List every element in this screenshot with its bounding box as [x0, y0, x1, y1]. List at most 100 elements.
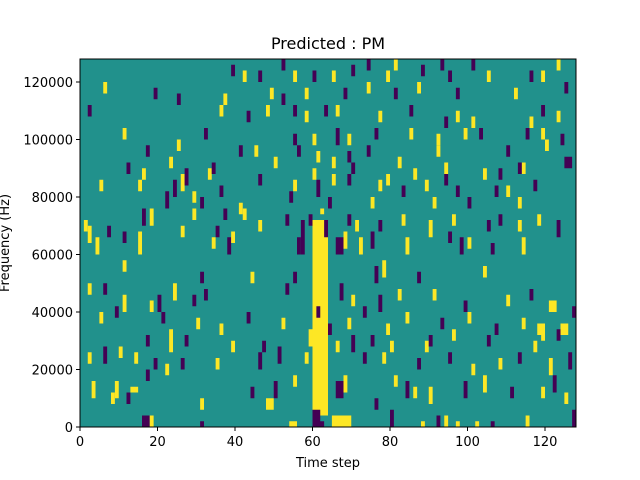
y-tick-label: 80000	[32, 191, 73, 206]
heatmap-cell-high	[118, 346, 123, 358]
heatmap-cell-low	[258, 174, 263, 186]
heatmap-cell-low	[417, 358, 422, 370]
heatmap-cell-high	[312, 168, 317, 180]
heatmap-cell-low	[153, 87, 158, 100]
heatmap-cell-high	[386, 323, 391, 335]
heatmap-cell-low	[374, 266, 379, 284]
heatmap-cell-low	[145, 145, 150, 157]
heatmap-cell-high	[455, 421, 460, 427]
heatmap-cell-high	[308, 329, 313, 347]
heatmap-cell-high	[421, 421, 425, 427]
heatmap-cell-high	[99, 312, 104, 324]
heatmap-cell-high	[312, 133, 317, 146]
heatmap-cell-low	[564, 82, 569, 94]
heatmap-cell-high	[506, 294, 511, 307]
heatmap-cell-low	[273, 381, 278, 399]
heatmap-cell-high	[533, 340, 538, 353]
heatmap-cell-high	[196, 317, 201, 330]
y-tick-label: 120000	[23, 76, 73, 91]
heatmap-cell-low	[362, 352, 367, 364]
heatmap-cell-low	[351, 64, 356, 77]
heatmap-cell-high	[114, 381, 119, 399]
heatmap-cell-high	[483, 168, 487, 180]
heatmap-cell-high	[130, 386, 139, 393]
x-axis: 0 20 40 60 80 100 120	[76, 427, 557, 450]
heatmap-cell-low	[494, 323, 499, 335]
heatmap-cell-low	[142, 415, 150, 427]
heatmap-cell-low	[517, 352, 522, 364]
heatmap-cell-high	[517, 197, 522, 209]
heatmap-cell-low	[335, 128, 340, 146]
heatmap-cell-high	[428, 220, 433, 238]
heatmap-cell-low	[533, 179, 538, 192]
y-axis: 0 20000 40000 60000 80000 100000 120000	[23, 76, 80, 436]
heatmap-cell-high	[393, 375, 398, 387]
heatmap-cell-high	[304, 352, 309, 364]
heatmap-cell-high	[149, 300, 154, 312]
heatmap-cell-high	[541, 128, 546, 140]
heatmap-cell-high	[331, 415, 352, 427]
heatmap-cell-low	[409, 105, 414, 117]
heatmap-cell-low	[122, 231, 127, 243]
x-axis-label: Time step	[295, 456, 360, 471]
heatmap-cell-low	[347, 174, 352, 186]
heatmap-cell-high	[432, 197, 437, 209]
heatmap-cell-low	[231, 64, 236, 77]
heatmap-cell-high	[370, 197, 375, 209]
heatmap-cell-low	[486, 220, 491, 232]
heatmap-cell-high	[382, 260, 387, 278]
heatmap-cell-high	[432, 289, 437, 301]
heatmap-cell-low	[184, 335, 189, 347]
heatmap-cell-high	[103, 82, 108, 94]
y-axis-label: Frequency (Hz)	[0, 194, 13, 292]
heatmap-cell-high	[556, 59, 561, 71]
heatmap-cell-low	[529, 289, 534, 301]
heatmap-cell-high	[386, 70, 391, 82]
heatmap-cell-low	[204, 128, 208, 140]
heatmap-cell-low	[347, 214, 352, 226]
heatmap-cell-high	[180, 174, 185, 192]
heatmap-cell-low	[281, 59, 286, 71]
heatmap-cell-low	[297, 145, 301, 157]
heatmap-cell-low	[490, 421, 495, 427]
heatmap-cell-low	[436, 415, 441, 427]
heatmap-cell-high	[467, 312, 472, 324]
heatmap-cell-high	[397, 289, 402, 301]
heatmap-cell-high	[289, 421, 297, 427]
heatmap-cell-high	[521, 237, 526, 255]
heatmap-cell-high	[548, 300, 557, 312]
heatmap-cell-high	[122, 294, 127, 312]
heatmap-cell-low	[285, 214, 290, 226]
heatmap-cell-low	[107, 225, 112, 238]
heatmap-cell-low	[262, 340, 267, 353]
heatmap-cell-high	[359, 237, 363, 255]
heatmap-cell-low	[486, 335, 491, 347]
heatmap-cell-high	[467, 237, 472, 249]
heatmap-cell-low	[308, 214, 313, 226]
heatmap-cell-high	[486, 70, 491, 82]
heatmap-cell-low	[529, 70, 534, 82]
heatmap-cell-high	[320, 208, 325, 215]
heatmap-cell-high	[207, 168, 212, 180]
heatmap-cell-low	[421, 64, 425, 77]
heatmap-cell-high	[266, 398, 274, 410]
heatmap-cell-high	[545, 139, 549, 151]
heatmap-cell-high	[231, 231, 236, 243]
heatmap-cell-low	[316, 179, 321, 197]
heatmap-cell-low	[246, 110, 251, 123]
heatmap-cell-low	[200, 421, 205, 427]
heatmap-cell-low	[215, 225, 220, 238]
heatmap-cell-high	[436, 145, 441, 157]
heatmap-cell-high	[382, 352, 387, 364]
heatmap-cell-low	[145, 335, 150, 347]
y-tick-label: 20000	[32, 364, 73, 379]
heatmap-cell-high	[231, 340, 236, 353]
heatmap-cell-low	[448, 352, 453, 364]
heatmap-cell-low	[200, 197, 205, 209]
heatmap-cell-high	[99, 179, 104, 192]
heatmap-cell-high	[471, 116, 476, 128]
plot-area	[79, 58, 577, 428]
heatmap-cell-high	[409, 128, 414, 140]
heatmap-cell-high	[405, 312, 410, 324]
heatmap-cell-low	[87, 105, 92, 117]
